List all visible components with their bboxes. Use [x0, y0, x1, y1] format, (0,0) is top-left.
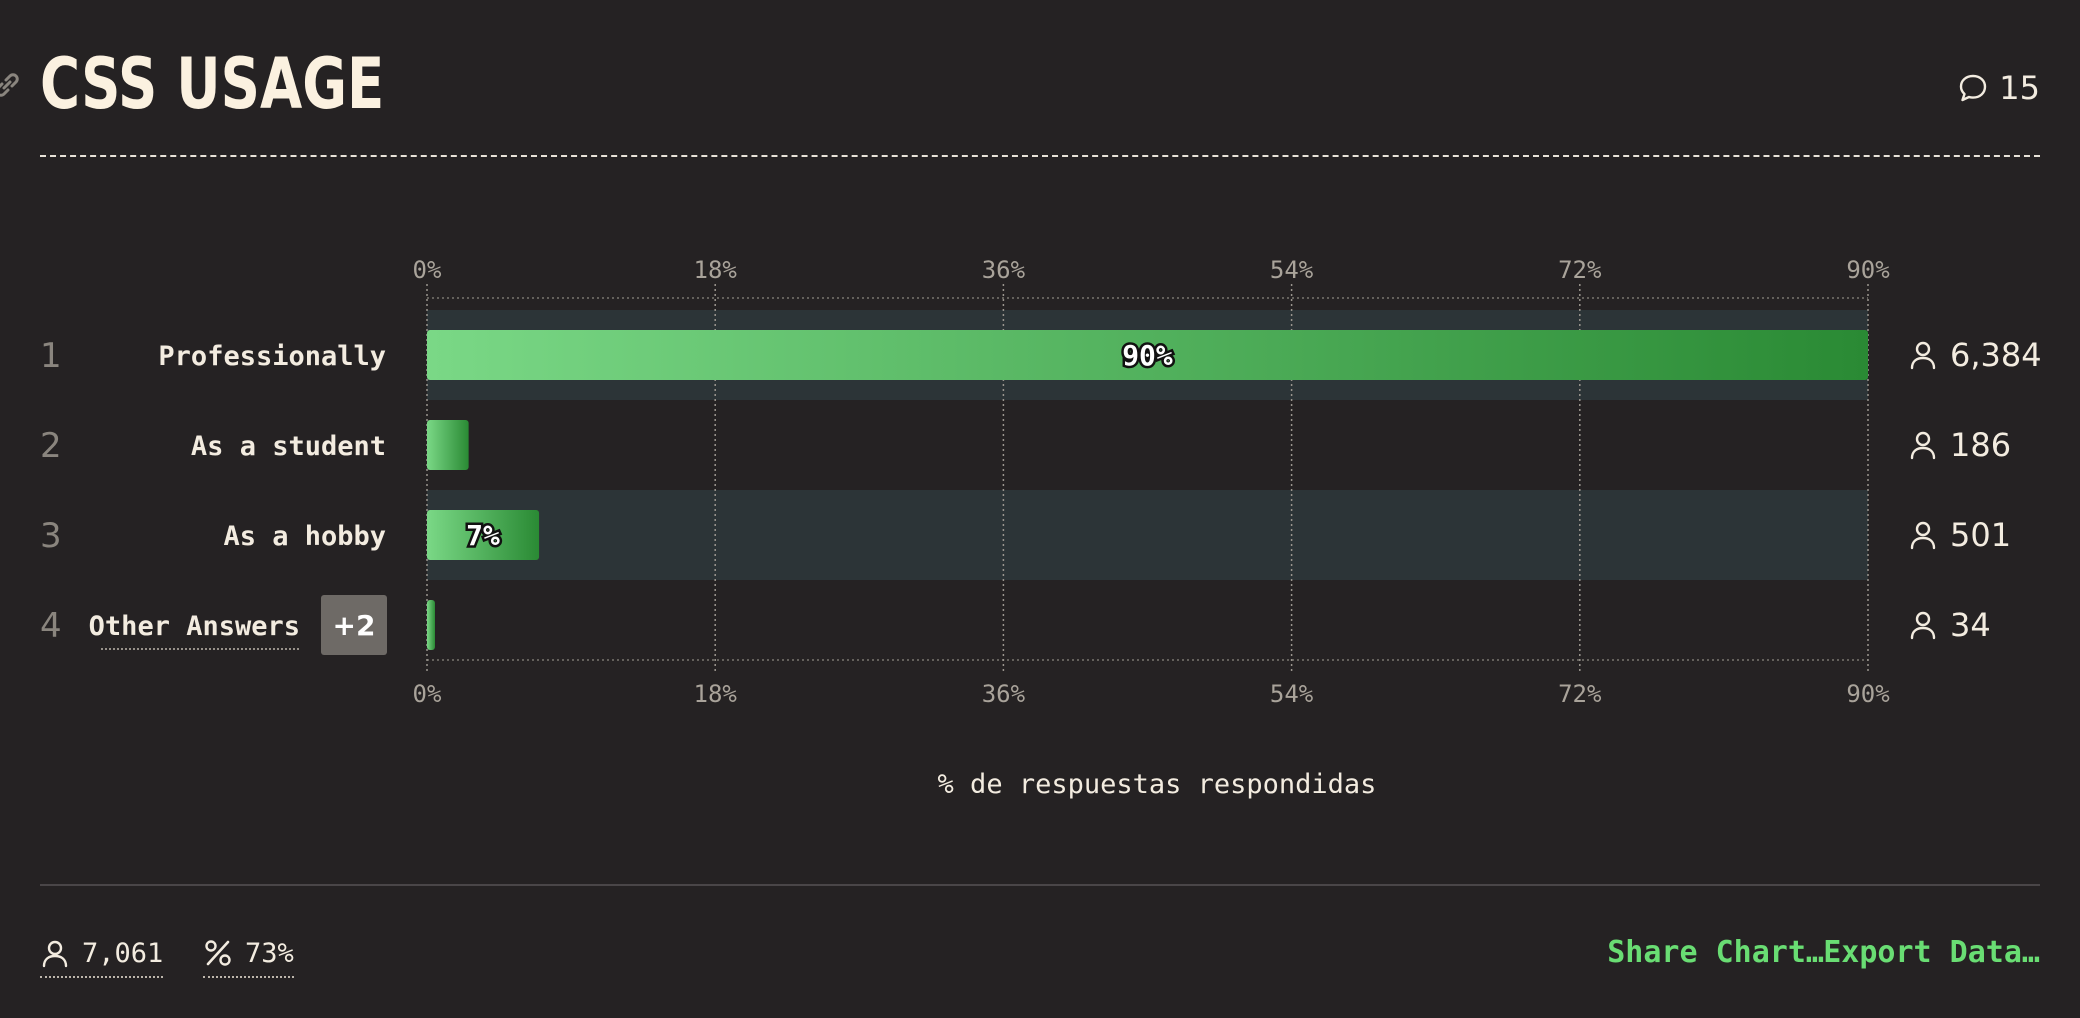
more-answers-badge-label[interactable]: +2 [333, 609, 376, 642]
percent-icon [205, 940, 231, 966]
user-icon [1910, 611, 1936, 640]
share-chart-button[interactable]: Share Chart… [1607, 935, 1824, 970]
x-axis-title: % de respuestas respondidas [938, 769, 1377, 800]
response-rate[interactable]: 73% [203, 932, 294, 978]
x-tick-label-top: 90% [1846, 256, 1890, 284]
x-tick-label-bottom: 0% [413, 680, 442, 708]
x-tick-label-bottom: 36% [982, 680, 1026, 708]
page-title: CSS USAGE [40, 43, 385, 125]
respondent-count: 186 [1950, 426, 2011, 464]
category-label: Professionally [158, 341, 386, 372]
bar[interactable] [427, 330, 1868, 380]
respondent-count: 6,384 [1950, 336, 2042, 374]
x-tick-label-bottom: 72% [1558, 680, 1602, 708]
category-label[interactable]: Other Answers [89, 611, 300, 642]
user-icon [1910, 521, 1936, 550]
respondent-count: 501 [1950, 516, 2011, 554]
rank-number: 3 [40, 516, 62, 556]
x-tick-label-top: 0% [413, 256, 442, 284]
comments-button[interactable]: 15 [1957, 68, 2040, 108]
comment-bubble-icon [1960, 74, 1987, 102]
response-rate-value: 73% [245, 937, 294, 969]
footer-divider [40, 884, 2040, 886]
rank-number: 2 [40, 426, 62, 466]
respondent-count: 34 [1950, 606, 1991, 644]
row-band [427, 490, 1868, 580]
bar-chart: 0% 0% 18% 18% 36% 36% 54% 54% 72% 72% 90% 90% 90% 1 Pr… [40, 256, 2042, 800]
link-icon[interactable] [0, 70, 22, 100]
bar[interactable] [427, 420, 469, 470]
rank-number: 4 [40, 606, 62, 646]
bar[interactable] [427, 510, 540, 560]
export-data-button[interactable]: Export Data… [1823, 935, 2040, 970]
more-answers-badge[interactable] [321, 595, 387, 655]
user-icon [1910, 341, 1936, 370]
total-respondents[interactable]: 7,061 [40, 932, 164, 978]
bar-value-label: 90% [1122, 339, 1173, 372]
x-tick-label-top: 54% [1270, 256, 1314, 284]
x-tick-label-bottom: 18% [694, 680, 738, 708]
x-tick-label-top: 72% [1558, 256, 1602, 284]
rank-number: 1 [40, 336, 62, 376]
category-label: As a hobby [223, 521, 386, 552]
x-tick-label-bottom: 90% [1846, 680, 1890, 708]
x-tick-label-top: 36% [982, 256, 1026, 284]
bar[interactable] [427, 600, 436, 650]
comment-count: 15 [1999, 69, 2040, 107]
total-respondents-value: 7,061 [82, 937, 164, 969]
x-tick-label-bottom: 54% [1270, 680, 1314, 708]
bar-value-label: 7% [466, 519, 500, 552]
x-tick-label-top: 18% [694, 256, 738, 284]
header-divider [40, 155, 2040, 157]
user-icon [42, 940, 68, 968]
category-label: As a student [191, 431, 386, 462]
user-icon [1910, 431, 1936, 460]
